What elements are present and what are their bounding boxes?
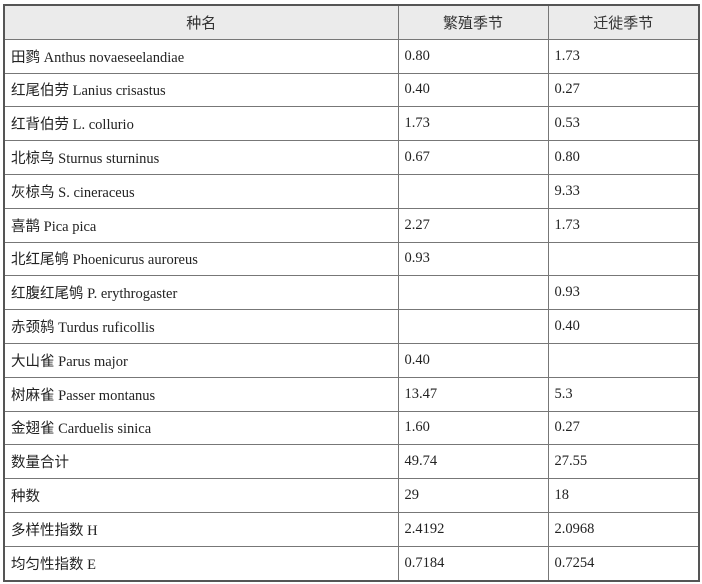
migration-value-cell: 0.27	[547, 72, 700, 108]
migration-value-cell: 0.53	[547, 106, 700, 142]
table-row: 赤颈鸫 Turdus ruficollis 0.40	[3, 309, 700, 344]
table-row: 灰椋鸟 S. cineraceus 9.33	[3, 173, 700, 209]
table-row: 喜鹊 Pica pica 2.27 1.73	[3, 207, 700, 243]
migration-value-cell: 1.73	[547, 38, 700, 74]
breeding-value-cell: 2.4192	[397, 511, 549, 547]
bird-species-table: 种名 繁殖季节 迁徙季节 田鹨 Anthus novaeseelandiae 0.…	[3, 4, 700, 582]
header-species: 种名	[3, 4, 399, 40]
table-row: 均匀性指数 E 0.7184 0.7254	[3, 545, 700, 582]
migration-value-cell	[547, 342, 700, 378]
breeding-value-cell	[397, 275, 549, 311]
breeding-value-cell: 49.74	[397, 444, 549, 480]
species-cell: 树麻雀 Passer montanus	[3, 376, 399, 412]
migration-value-cell	[547, 241, 700, 277]
breeding-value-cell: 2.27	[397, 207, 549, 243]
table-row: 金翅雀 Carduelis sinica 1.60 0.27	[3, 410, 700, 446]
species-cell: 数量合计	[3, 444, 399, 480]
migration-value-cell: 18	[547, 478, 700, 513]
breeding-value-cell: 0.80	[397, 38, 549, 74]
migration-value-cell: 0.93	[547, 275, 700, 311]
header-breeding-season: 繁殖季节	[397, 4, 549, 40]
migration-value-cell: 27.55	[547, 444, 700, 480]
breeding-value-cell: 1.60	[397, 410, 549, 446]
table-row: 大山雀 Parus major 0.40	[3, 342, 700, 378]
table-row: 北红尾鸲 Phoenicurus auroreus 0.93	[3, 241, 700, 277]
table-row: 多样性指数 H 2.4192 2.0968	[3, 511, 700, 547]
migration-value-cell: 9.33	[547, 173, 700, 209]
species-cell: 多样性指数 H	[3, 511, 399, 547]
migration-value-cell: 5.3	[547, 376, 700, 412]
species-cell: 北椋鸟 Sturnus sturninus	[3, 140, 399, 175]
table-row: 北椋鸟 Sturnus sturninus 0.67 0.80	[3, 140, 700, 175]
migration-value-cell: 0.40	[547, 309, 700, 344]
table-row: 红腹红尾鸲 P. erythrogaster 0.93	[3, 275, 700, 311]
species-cell: 大山雀 Parus major	[3, 342, 399, 378]
breeding-value-cell: 1.73	[397, 106, 549, 142]
table-row: 红背伯劳 L. collurio 1.73 0.53	[3, 106, 700, 142]
migration-value-cell: 2.0968	[547, 511, 700, 547]
species-cell: 北红尾鸲 Phoenicurus auroreus	[3, 241, 399, 277]
species-cell: 金翅雀 Carduelis sinica	[3, 410, 399, 446]
breeding-value-cell: 0.93	[397, 241, 549, 277]
breeding-value-cell: 13.47	[397, 376, 549, 412]
species-cell: 灰椋鸟 S. cineraceus	[3, 173, 399, 209]
species-cell: 田鹨 Anthus novaeseelandiae	[3, 38, 399, 74]
table-row: 田鹨 Anthus novaeseelandiae 0.80 1.73	[3, 38, 700, 74]
species-cell: 种数	[3, 478, 399, 513]
breeding-value-cell	[397, 173, 549, 209]
breeding-value-cell: 0.40	[397, 342, 549, 378]
breeding-value-cell: 0.67	[397, 140, 549, 175]
species-cell: 红背伯劳 L. collurio	[3, 106, 399, 142]
table-body: 田鹨 Anthus novaeseelandiae 0.80 1.73 红尾伯劳 La…	[3, 38, 700, 582]
header-migration-season: 迁徙季节	[547, 4, 700, 40]
breeding-value-cell	[397, 309, 549, 344]
species-cell: 赤颈鸫 Turdus ruficollis	[3, 309, 399, 344]
table-row: 种数 29 18	[3, 478, 700, 513]
table-row: 红尾伯劳 Lanius crisastus 0.40 0.27	[3, 72, 700, 108]
breeding-value-cell: 29	[397, 478, 549, 513]
header-row: 种名 繁殖季节 迁徙季节	[3, 4, 700, 40]
migration-value-cell: 0.27	[547, 410, 700, 446]
species-cell: 红腹红尾鸲 P. erythrogaster	[3, 275, 399, 311]
breeding-value-cell: 0.40	[397, 72, 549, 108]
breeding-value-cell: 0.7184	[397, 545, 549, 582]
species-cell: 红尾伯劳 Lanius crisastus	[3, 72, 399, 108]
table-row: 树麻雀 Passer montanus 13.47 5.3	[3, 376, 700, 412]
migration-value-cell: 0.7254	[547, 545, 700, 582]
table-row: 数量合计 49.74 27.55	[3, 444, 700, 480]
migration-value-cell: 1.73	[547, 207, 700, 243]
species-cell: 喜鹊 Pica pica	[3, 207, 399, 243]
migration-value-cell: 0.80	[547, 140, 700, 175]
species-cell: 均匀性指数 E	[3, 545, 399, 582]
